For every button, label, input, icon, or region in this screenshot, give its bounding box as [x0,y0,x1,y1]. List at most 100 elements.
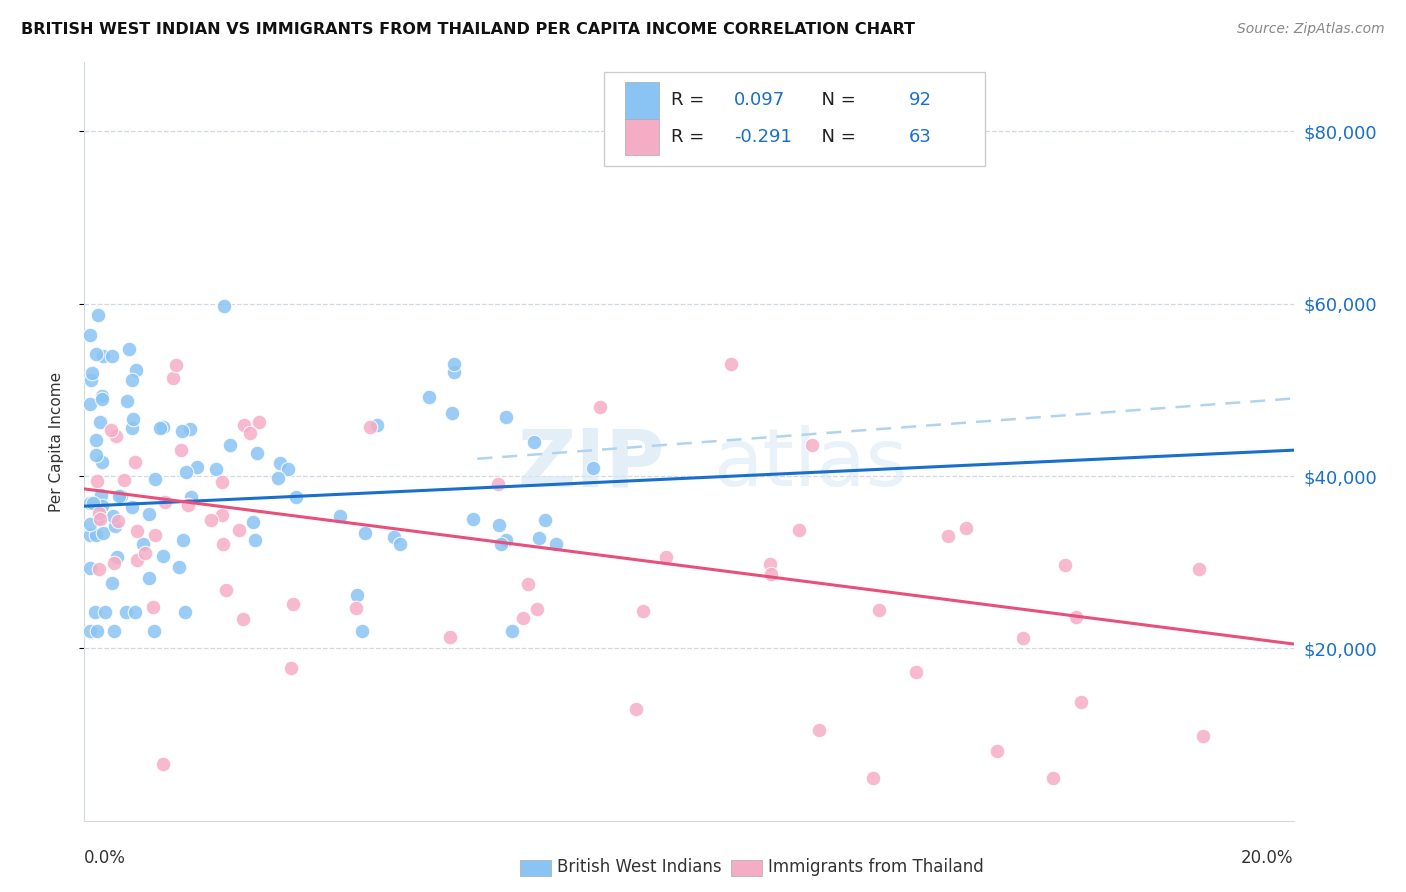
Point [91,392,114,406]
Text: R =: R = [671,128,710,145]
Point [382,530,405,544]
Point [101,576,124,591]
Point [986,743,1008,757]
Point [176,466,198,480]
Point [495,533,517,548]
Point [443,357,465,371]
Point [131,536,153,550]
Point [862,771,884,785]
Point [89,512,111,526]
Point [346,588,368,602]
Point [100,424,122,438]
Point [495,409,517,424]
Point [115,394,138,409]
Point [112,473,135,487]
Point [180,491,202,505]
Point [177,499,200,513]
Point [155,495,177,509]
Point [1042,771,1064,785]
Point [232,417,254,432]
Point [243,533,266,547]
Point [359,419,381,434]
Point [103,624,125,639]
Point [138,571,160,585]
Point [82,496,104,510]
Text: 63: 63 [910,128,932,145]
Point [80,373,103,387]
Point [1066,610,1088,624]
Point [801,438,824,452]
Point [79,496,101,510]
Point [86,347,108,361]
Point [344,601,367,615]
Point [219,438,242,452]
Point [267,471,290,485]
Point [91,499,114,513]
Point [152,757,174,772]
Point [89,562,111,576]
Point [204,462,226,476]
Point [91,455,114,469]
Point [89,415,111,429]
Point [121,411,143,425]
Point [125,553,148,567]
Point [79,397,101,411]
Point [1188,562,1211,576]
Point [138,507,160,521]
Point [143,528,166,542]
Text: atlas: atlas [713,425,907,503]
Point [105,549,128,564]
Text: 0.0%: 0.0% [84,849,127,867]
Point [121,373,143,387]
Point [439,630,461,644]
Text: -0.291: -0.291 [734,128,792,145]
Point [172,424,194,438]
Point [1011,631,1033,645]
Point [868,603,890,617]
Point [277,462,299,476]
Point [91,349,114,363]
Point [228,524,250,538]
Point [1192,729,1215,743]
Point [121,421,143,435]
Point [143,472,166,486]
Point [211,508,233,522]
Point [87,506,110,520]
Text: British West Indians: British West Indians [557,858,721,876]
Point [720,357,742,371]
Point [443,365,465,379]
Point [624,701,647,715]
Point [285,490,308,504]
Point [79,624,101,639]
Text: BRITISH WEST INDIAN VS IMMIGRANTS FROM THAILAND PER CAPITA INCOME CORRELATION CH: BRITISH WEST INDIAN VS IMMIGRANTS FROM T… [21,22,915,37]
Point [105,429,128,443]
Point [152,420,174,434]
Point [212,537,235,551]
Point [142,599,165,614]
Point [104,519,127,533]
Point [955,521,977,535]
Point [86,448,108,462]
Point [1054,558,1077,572]
Point [86,624,108,639]
Point [107,489,129,503]
Point [86,474,108,488]
Point [93,605,115,619]
Point [517,577,540,591]
Text: N =: N = [810,128,862,145]
Point [534,513,557,527]
Point [186,459,208,474]
Point [125,524,148,539]
Text: Source: ZipAtlas.com: Source: ZipAtlas.com [1237,22,1385,37]
Point [110,489,132,503]
Point [87,511,110,525]
Point [101,349,124,363]
Point [101,508,124,523]
Point [787,523,810,537]
Point [179,422,201,436]
Point [90,488,112,502]
Point [1070,695,1092,709]
Point [389,536,412,550]
Point [589,400,612,414]
Point [211,475,233,490]
